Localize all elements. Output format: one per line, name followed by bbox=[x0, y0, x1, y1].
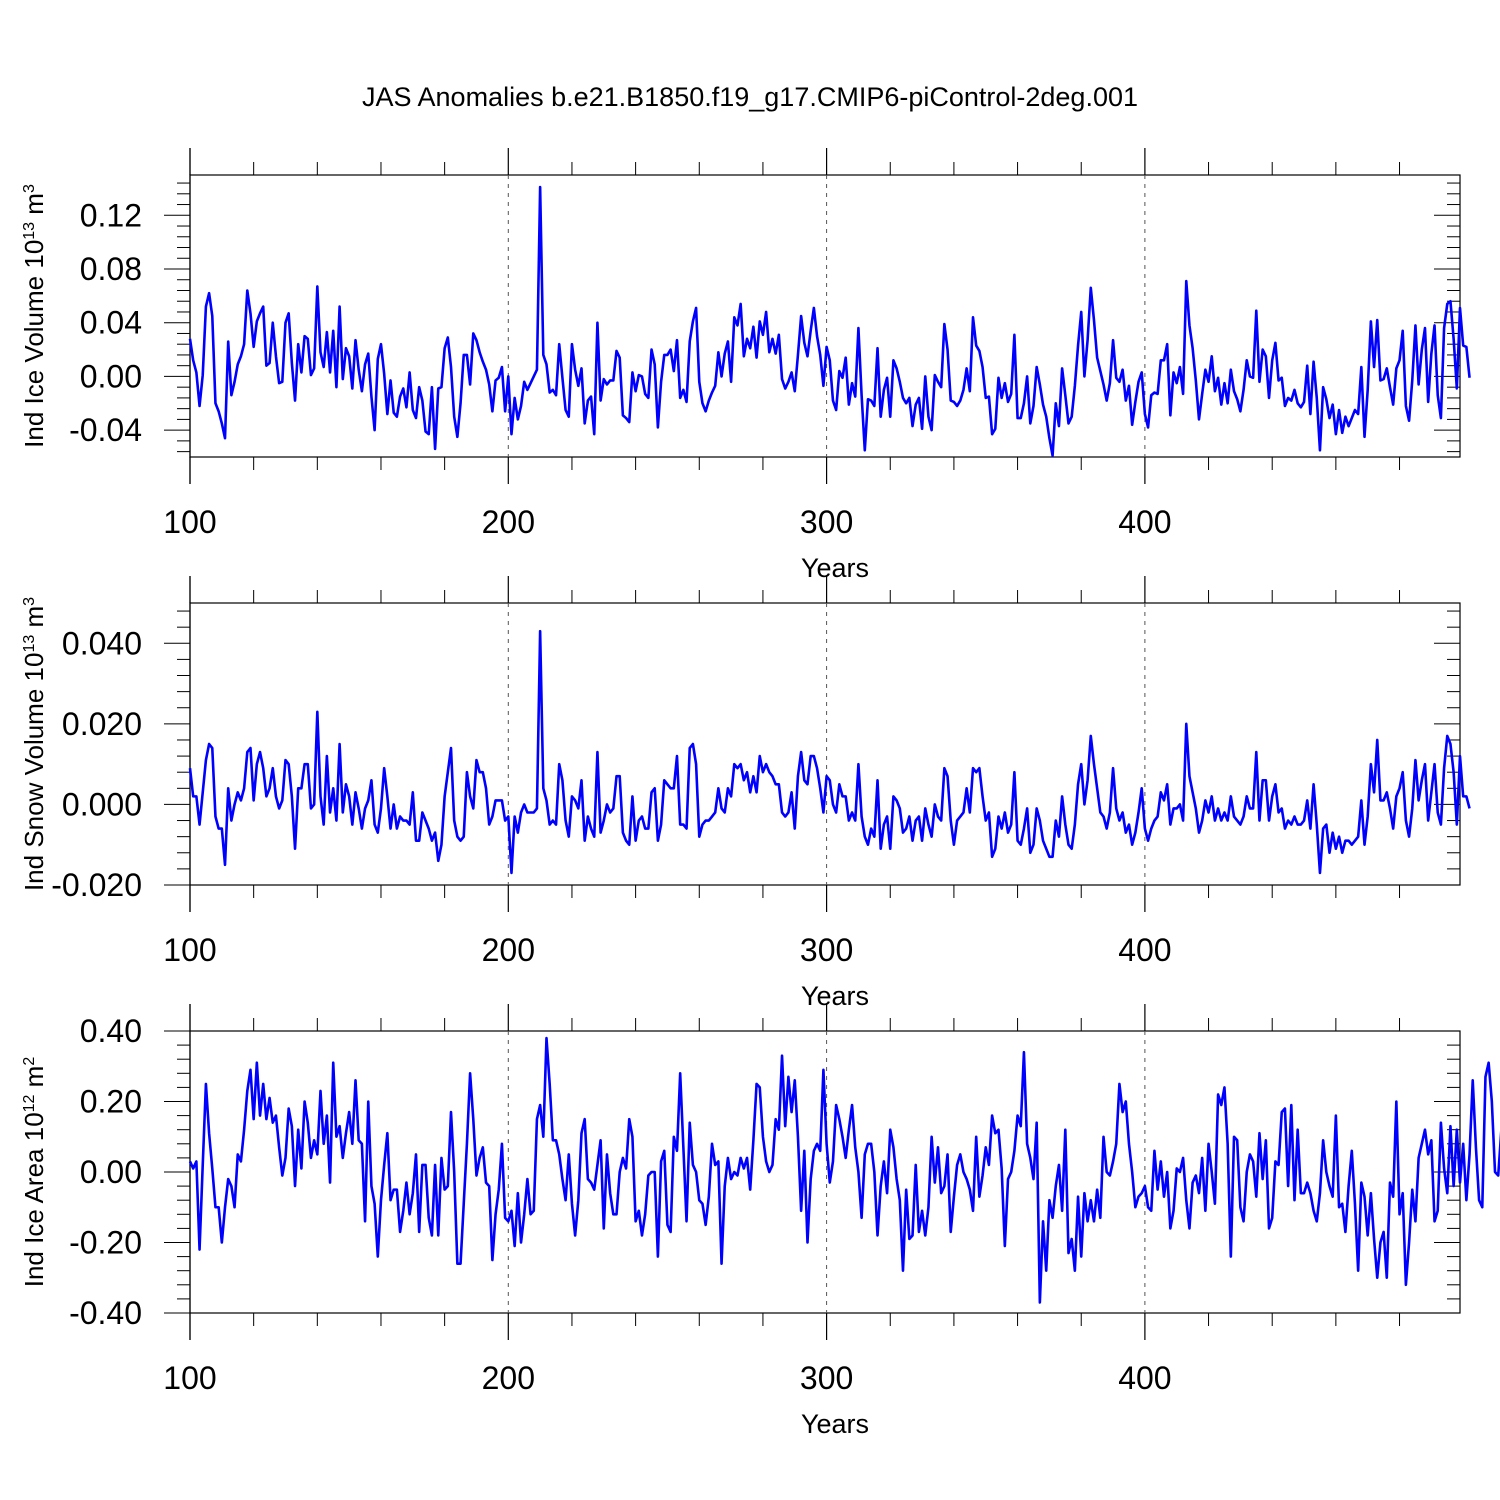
x-axis-label: Years bbox=[801, 553, 869, 583]
y-tick-label: 0.12 bbox=[80, 197, 142, 233]
x-tick-label: 300 bbox=[800, 504, 853, 540]
x-tick-label: 400 bbox=[1118, 1360, 1171, 1396]
y-tick-label: -0.04 bbox=[69, 412, 142, 448]
y-tick-label: -0.020 bbox=[51, 867, 142, 903]
y-tick-label: 0.04 bbox=[80, 305, 142, 341]
x-tick-label: 100 bbox=[163, 504, 216, 540]
y-axis-label: Ind Snow Volume 1013 m3 bbox=[19, 597, 49, 891]
y-label-superscript: 13 bbox=[21, 222, 38, 240]
series-line bbox=[188, 185, 1471, 457]
y-label-superscript: 13 bbox=[21, 635, 38, 653]
y-label-superscript: 3 bbox=[21, 184, 38, 193]
y-label-text: m bbox=[19, 1066, 49, 1095]
y-label-text: m bbox=[19, 193, 49, 222]
y-label-superscript: 2 bbox=[21, 1057, 38, 1066]
x-axis-label: Years bbox=[801, 1409, 869, 1439]
plot-frame bbox=[189, 1030, 1461, 1314]
y-tick-label: 0.040 bbox=[62, 625, 142, 661]
y-tick-label: 0.000 bbox=[62, 786, 142, 822]
x-tick-label: 100 bbox=[163, 932, 216, 968]
x-tick-label: 400 bbox=[1118, 504, 1171, 540]
figure-title: JAS Anomalies b.e21.B1850.f19_g17.CMIP6-… bbox=[362, 82, 1138, 112]
x-tick-label: 300 bbox=[800, 932, 853, 968]
x-tick-label: 200 bbox=[482, 932, 535, 968]
x-axis-label: Years bbox=[801, 981, 869, 1011]
y-tick-label: 0.020 bbox=[62, 706, 142, 742]
y-label-superscript: 3 bbox=[21, 597, 38, 606]
x-tick-label: 300 bbox=[800, 1360, 853, 1396]
y-label-superscript: 12 bbox=[21, 1094, 38, 1112]
x-tick-label: 100 bbox=[163, 1360, 216, 1396]
plot-frame bbox=[189, 174, 1461, 458]
y-tick-label: 0.20 bbox=[80, 1084, 142, 1120]
series-line bbox=[188, 1036, 1500, 1304]
y-axis-label: Ind Ice Area 1012 m2 bbox=[19, 1057, 49, 1288]
x-tick-label: 400 bbox=[1118, 932, 1171, 968]
x-tick-label: 200 bbox=[482, 1360, 535, 1396]
y-label-text: m bbox=[19, 606, 49, 635]
series-line bbox=[188, 629, 1471, 875]
x-tick-label: 200 bbox=[482, 504, 535, 540]
y-tick-label: 0.00 bbox=[80, 1154, 142, 1190]
plot-frame bbox=[189, 602, 1461, 886]
y-axis-label: Ind Ice Volume 1013 m3 bbox=[19, 184, 49, 448]
y-tick-label: -0.40 bbox=[69, 1295, 142, 1331]
y-label-text: Ind Ice Volume 10 bbox=[19, 240, 49, 448]
y-label-text: Ind Snow Volume 10 bbox=[19, 653, 49, 892]
y-tick-label: 0.08 bbox=[80, 251, 142, 287]
y-tick-label: 0.40 bbox=[80, 1013, 142, 1049]
y-tick-label: -0.20 bbox=[69, 1225, 142, 1261]
y-label-text: Ind Ice Area 10 bbox=[19, 1112, 49, 1287]
y-tick-label: 0.00 bbox=[80, 358, 142, 394]
